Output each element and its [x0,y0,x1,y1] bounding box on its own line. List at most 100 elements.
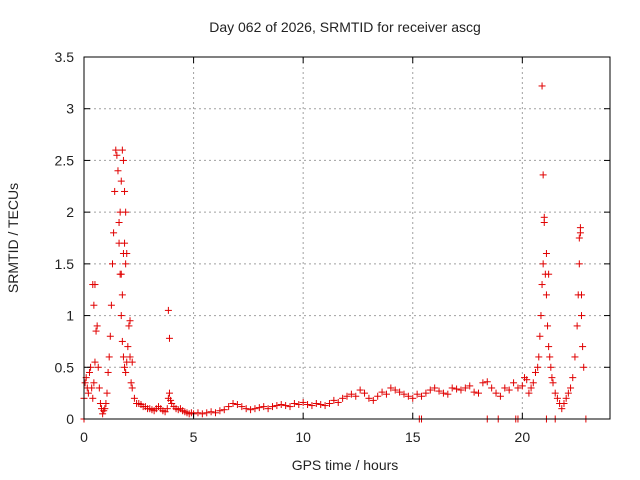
data-point [126,317,134,325]
data-point [216,407,224,415]
data-point [575,260,583,268]
x-tick-label: 5 [190,429,198,445]
data-point [90,301,98,309]
data-point [538,82,546,90]
data-point [225,403,233,411]
data-point [579,343,587,351]
data-point [361,389,369,397]
data-point [551,389,559,397]
plot-frame [83,56,611,420]
data-point [501,384,509,392]
data-point [400,390,408,398]
data-points [80,82,590,423]
data-point [106,332,114,340]
data-point [548,374,556,382]
data-point [255,404,263,412]
data-point [128,384,136,392]
data-point [347,390,355,398]
x-axis-label: GPS time / hours [292,457,399,473]
y-tick-label: 0.5 [55,359,75,375]
data-point [277,401,285,409]
data-point [117,177,125,185]
data-point [105,353,113,361]
data-point [523,376,531,384]
data-point [339,394,347,402]
data-point [334,398,342,406]
data-point [578,312,586,320]
data-point [88,384,96,392]
data-point [163,405,171,413]
data-point [479,379,487,387]
data-point [268,403,276,411]
data-point [93,322,101,330]
data-point [101,405,109,413]
data-point [312,399,320,407]
data-point [121,363,129,371]
data-point [514,384,522,392]
data-point [167,396,175,404]
data-point [94,363,102,371]
data-point [539,171,547,179]
data-point [118,146,126,154]
data-point [435,387,443,395]
data-point [444,390,452,398]
data-point [286,403,294,411]
data-point [115,218,123,226]
data-point [304,401,312,409]
data-point [573,322,581,330]
data-point [531,368,539,376]
data-point [378,388,386,396]
data-point [299,398,307,406]
data-point [562,394,570,402]
data-point [198,410,206,418]
y-tick-label: 3.5 [55,49,75,65]
data-point [356,386,364,394]
data-point [546,353,554,361]
data-point [540,213,548,221]
data-point [122,368,130,376]
data-point [578,291,586,299]
data-point [81,379,89,387]
data-point [114,167,122,175]
data-point [527,384,535,392]
data-point [352,392,360,400]
y-tick-label: 2 [66,204,74,220]
data-point [203,409,211,417]
data-point [207,408,215,416]
data-point [567,384,575,392]
data-point [238,403,246,411]
data-point [127,379,135,387]
data-point [282,402,290,410]
data-point [525,389,533,397]
data-point [369,396,377,404]
data-point [542,291,550,299]
y-tick-label: 1 [66,308,74,324]
data-point [260,403,268,411]
data-point [391,386,399,394]
data-point [119,250,127,258]
data-point [580,363,588,371]
data-point [321,402,329,410]
y-tick-label: 2.5 [55,152,75,168]
data-point [549,379,557,387]
data-point [273,402,281,410]
data-point [99,410,107,418]
data-point [102,399,110,407]
y-tick-label: 3 [66,101,74,117]
data-point [382,390,390,398]
data-point [229,399,237,407]
data-point [475,389,482,397]
data-point [92,327,100,335]
data-point [529,379,537,387]
x-tick-label: 0 [80,429,88,445]
data-point [488,384,496,392]
data-point [422,389,430,397]
data-point [118,291,126,299]
data-point [124,343,132,351]
data-point [295,401,303,409]
data-point [396,388,404,396]
data-point [448,384,456,392]
data-point [121,239,129,247]
data-point [545,270,553,278]
